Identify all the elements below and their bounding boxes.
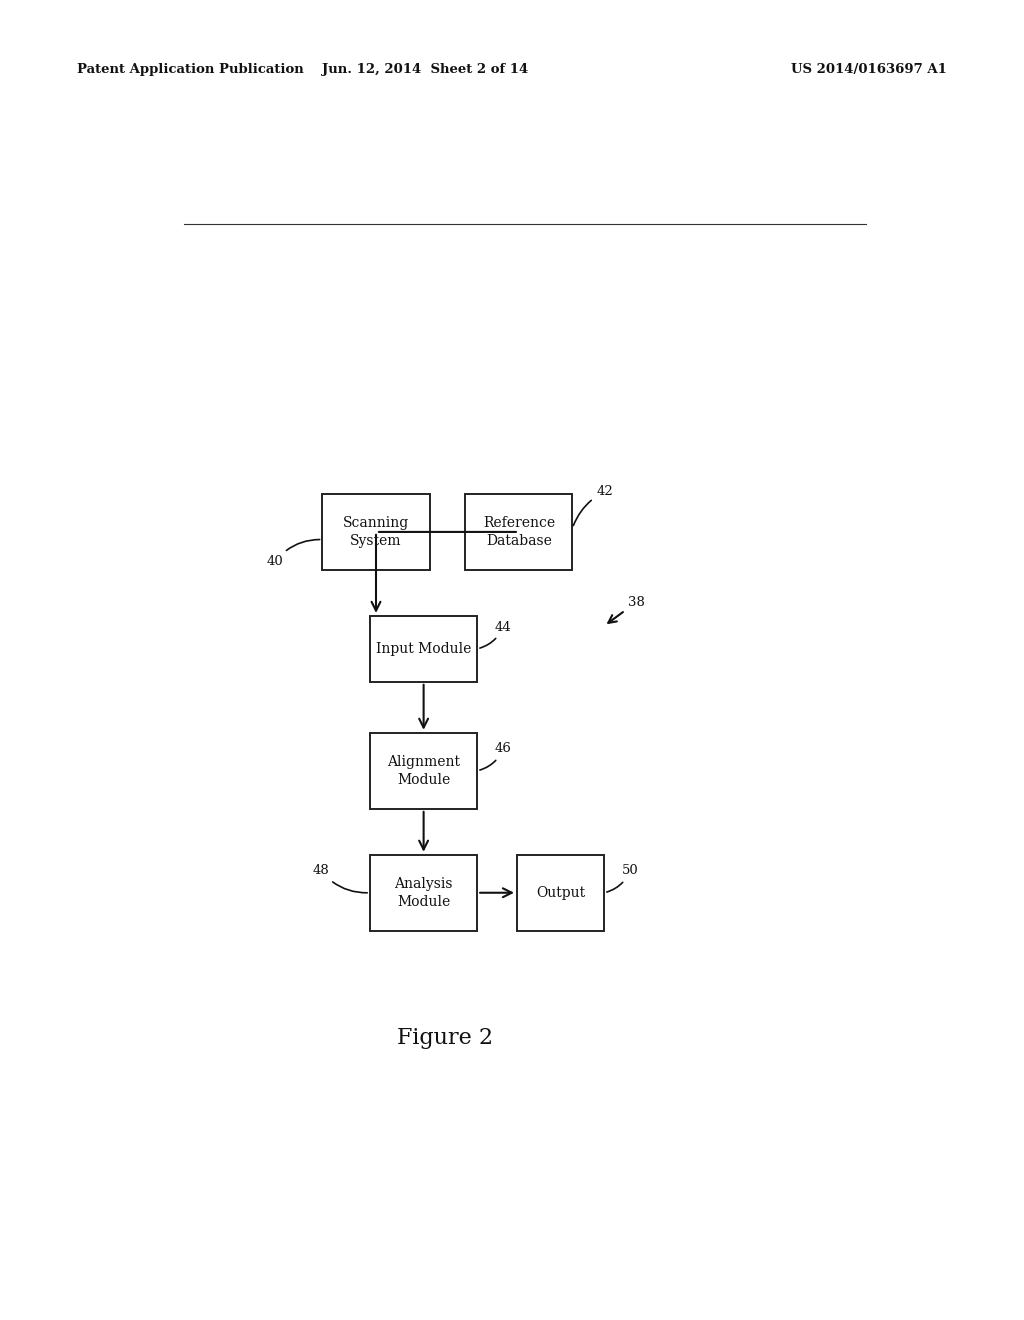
Text: 38: 38: [608, 595, 645, 623]
Text: Output: Output: [536, 886, 585, 900]
Bar: [370, 733, 477, 809]
Text: 48: 48: [313, 865, 368, 892]
Text: 44: 44: [480, 620, 511, 648]
Bar: [370, 615, 477, 682]
Text: Alignment
Module: Alignment Module: [387, 755, 460, 787]
Bar: [370, 854, 477, 931]
Text: Reference
Database: Reference Database: [482, 516, 555, 548]
Text: Jun. 12, 2014  Sheet 2 of 14: Jun. 12, 2014 Sheet 2 of 14: [322, 63, 528, 77]
Text: Patent Application Publication: Patent Application Publication: [77, 63, 303, 77]
Text: Scanning
System: Scanning System: [343, 516, 410, 548]
Bar: [517, 854, 604, 931]
Text: 40: 40: [267, 540, 319, 568]
Text: Analysis
Module: Analysis Module: [394, 876, 453, 909]
Text: 50: 50: [607, 865, 638, 892]
Bar: [323, 494, 430, 570]
Text: 46: 46: [480, 742, 512, 770]
Text: Input Module: Input Module: [376, 642, 471, 656]
Text: 42: 42: [573, 484, 613, 525]
Text: US 2014/0163697 A1: US 2014/0163697 A1: [792, 63, 947, 77]
Bar: [465, 494, 572, 570]
Text: Figure 2: Figure 2: [397, 1027, 494, 1048]
